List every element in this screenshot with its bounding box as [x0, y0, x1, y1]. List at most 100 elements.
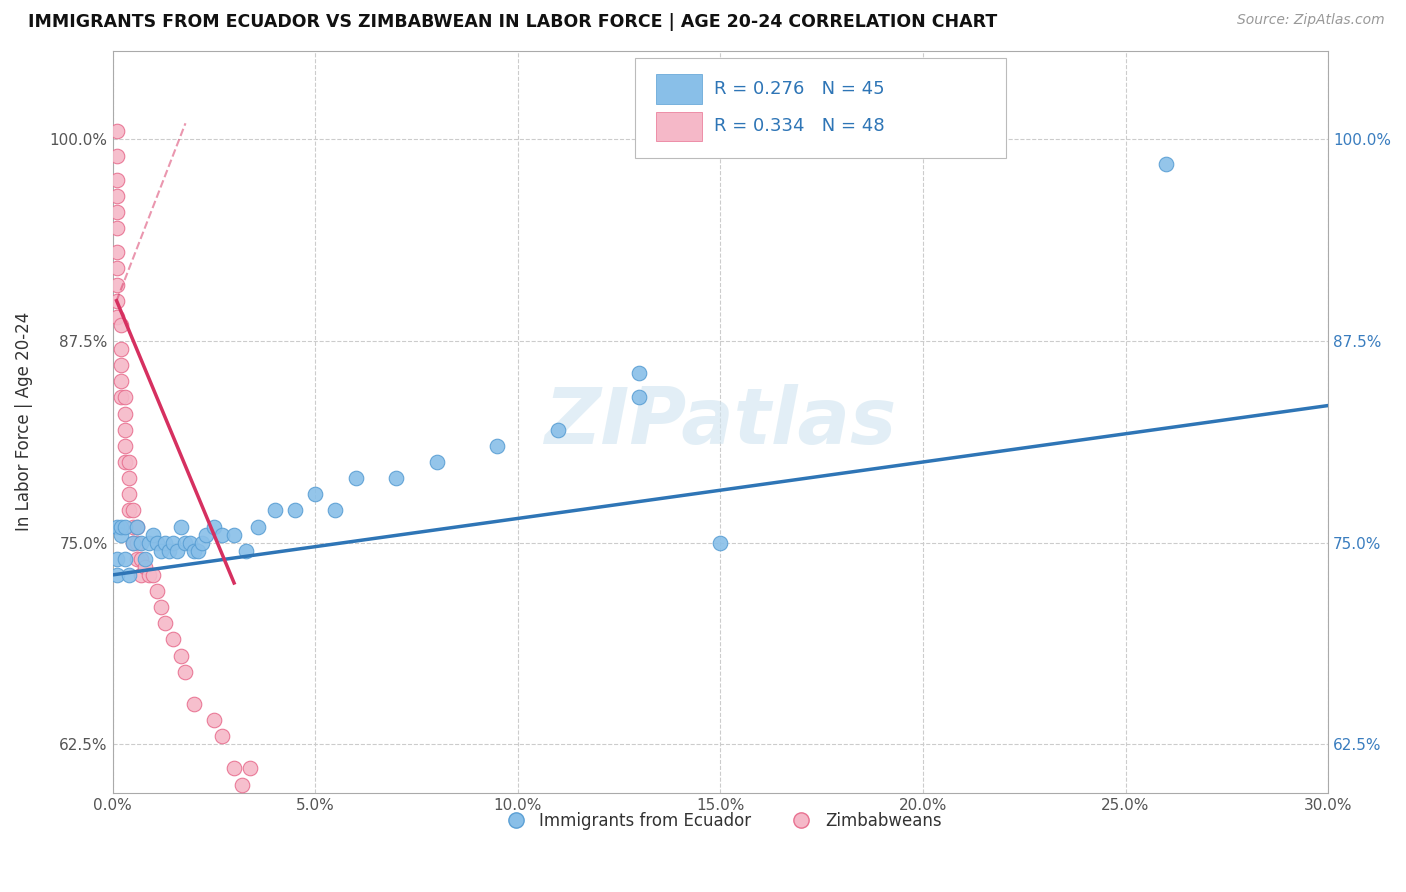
Point	[325, 503, 347, 517]
Point	[235, 543, 257, 558]
Point	[105, 293, 128, 308]
Point	[138, 535, 160, 549]
Point	[170, 648, 193, 663]
Point	[110, 318, 132, 332]
Point	[162, 535, 184, 549]
Y-axis label: In Labor Force | Age 20-24: In Labor Force | Age 20-24	[15, 312, 32, 532]
Point	[138, 568, 160, 582]
Point	[105, 277, 128, 292]
Point	[110, 342, 132, 356]
Point	[121, 503, 143, 517]
Point	[118, 487, 141, 501]
Text: R = 0.276   N = 45: R = 0.276 N = 45	[714, 80, 884, 98]
Point	[304, 487, 326, 501]
Text: Source: ZipAtlas.com: Source: ZipAtlas.com	[1237, 13, 1385, 28]
Point	[187, 543, 209, 558]
Point	[222, 762, 245, 776]
Point	[183, 543, 205, 558]
Point	[114, 519, 136, 533]
Point	[129, 551, 152, 566]
Bar	[657, 74, 702, 104]
Point	[121, 519, 143, 533]
Point	[166, 543, 188, 558]
Bar	[657, 112, 702, 141]
Point	[547, 423, 569, 437]
Point	[247, 519, 270, 533]
Point	[110, 519, 132, 533]
Point	[105, 205, 128, 219]
Point	[150, 543, 173, 558]
FancyBboxPatch shape	[636, 58, 1007, 158]
Point	[105, 221, 128, 235]
Point	[105, 189, 128, 203]
Point	[105, 551, 128, 566]
Point	[284, 503, 307, 517]
Point	[1154, 156, 1177, 170]
Point	[153, 616, 176, 631]
Point	[190, 535, 212, 549]
Point	[211, 729, 233, 743]
Point	[142, 568, 165, 582]
Point	[118, 503, 141, 517]
Point	[179, 535, 201, 549]
Point	[263, 503, 285, 517]
Point	[105, 519, 128, 533]
Point	[114, 455, 136, 469]
Point	[125, 551, 148, 566]
Text: ZIPatlas: ZIPatlas	[544, 384, 897, 459]
Point	[125, 519, 148, 533]
Point	[114, 439, 136, 453]
Point	[118, 455, 141, 469]
Point	[222, 527, 245, 541]
Text: R = 0.334   N = 48: R = 0.334 N = 48	[714, 118, 884, 136]
Point	[211, 527, 233, 541]
Point	[183, 697, 205, 711]
Point	[129, 535, 152, 549]
Point	[110, 375, 132, 389]
Point	[105, 245, 128, 260]
Point	[105, 261, 128, 276]
Point	[114, 391, 136, 405]
Point	[344, 471, 367, 485]
Point	[129, 568, 152, 582]
Point	[385, 471, 408, 485]
Point	[105, 568, 128, 582]
Point	[105, 124, 128, 138]
Point	[110, 391, 132, 405]
Point	[202, 713, 225, 727]
Point	[118, 568, 141, 582]
Point	[231, 778, 253, 792]
Point	[202, 519, 225, 533]
Point	[157, 543, 180, 558]
Point	[628, 391, 651, 405]
Point	[134, 551, 156, 566]
Point	[153, 535, 176, 549]
Point	[110, 358, 132, 372]
Point	[114, 407, 136, 421]
Point	[709, 535, 731, 549]
Legend: Immigrants from Ecuador, Zimbabweans: Immigrants from Ecuador, Zimbabweans	[492, 805, 948, 837]
Point	[134, 559, 156, 574]
Point	[114, 423, 136, 437]
Point	[105, 148, 128, 162]
Point	[239, 762, 262, 776]
Point	[142, 527, 165, 541]
Point	[105, 310, 128, 324]
Point	[110, 527, 132, 541]
Point	[426, 455, 449, 469]
Point	[170, 519, 193, 533]
Point	[628, 366, 651, 380]
Point	[194, 527, 217, 541]
Point	[162, 632, 184, 647]
Point	[121, 535, 143, 549]
Point	[486, 439, 509, 453]
Point	[146, 584, 169, 599]
Point	[174, 665, 197, 679]
Point	[125, 535, 148, 549]
Point	[150, 600, 173, 615]
Point	[146, 535, 169, 549]
Point	[174, 535, 197, 549]
Text: IMMIGRANTS FROM ECUADOR VS ZIMBABWEAN IN LABOR FORCE | AGE 20-24 CORRELATION CHA: IMMIGRANTS FROM ECUADOR VS ZIMBABWEAN IN…	[28, 13, 997, 31]
Point	[121, 535, 143, 549]
Point	[114, 551, 136, 566]
